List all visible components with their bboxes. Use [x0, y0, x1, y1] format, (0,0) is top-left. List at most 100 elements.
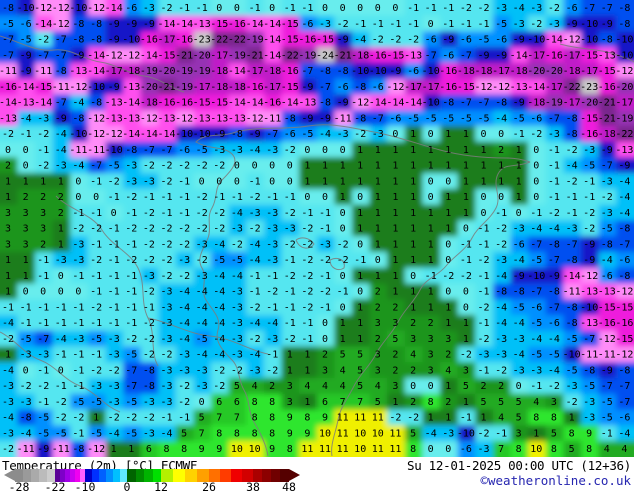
temp-value: -12	[598, 334, 616, 345]
temp-value: -1	[284, 255, 296, 266]
temp-value: -13	[105, 113, 123, 124]
temp-value: -19	[175, 82, 193, 93]
temp-value: 0	[428, 129, 434, 140]
temp-value: -7	[2, 50, 14, 61]
temp-value: -5	[20, 334, 32, 345]
temp-value: -1	[319, 224, 331, 235]
temp-value: -18	[527, 98, 545, 109]
temp-value: -9	[108, 19, 120, 30]
temp-value: -8	[548, 287, 560, 298]
temp-value: -5	[213, 255, 225, 266]
temp-value: -10	[69, 129, 87, 140]
temp-value: -14	[404, 98, 422, 109]
temp-value: -11	[563, 287, 581, 298]
temp-value: 5	[375, 397, 381, 408]
temp-value: -4	[2, 365, 14, 376]
temp-value: -5	[196, 145, 208, 156]
temp-value: -15	[615, 302, 633, 313]
temp-value: -5	[2, 19, 14, 30]
temp-value: 10	[372, 429, 384, 440]
temp-value: -1	[425, 3, 437, 14]
temp-value: 0	[392, 129, 398, 140]
temp-value: 8	[428, 397, 434, 408]
temp-value: 0	[445, 255, 451, 266]
temp-value: -4	[213, 287, 225, 298]
temp-value: -2	[213, 365, 225, 376]
temp-value: 1	[392, 397, 398, 408]
temp-value: 2	[58, 192, 64, 203]
temp-value: -1	[90, 350, 102, 361]
temp-value: -3	[55, 161, 67, 172]
temp-value: -3	[72, 334, 84, 345]
temp-value: 1	[392, 224, 398, 235]
temp-value: 0	[340, 3, 346, 14]
temp-value: -12	[386, 82, 404, 93]
temp-value: -9	[301, 113, 313, 124]
temp-value: 3	[287, 397, 293, 408]
temp-value: -1	[55, 350, 67, 361]
temp-value: 0	[216, 3, 222, 14]
temp-value: -1	[108, 302, 120, 313]
temp-value: -9	[601, 19, 613, 30]
temp-value: -2	[495, 239, 507, 250]
temp-value: -4	[530, 334, 542, 345]
temp-value: -9	[301, 82, 313, 93]
temp-value: -3	[513, 224, 525, 235]
temp-value: 0	[375, 3, 381, 14]
temp-value: 8	[216, 429, 222, 440]
temp-value: 1	[428, 145, 434, 156]
temp-value: -1	[20, 129, 32, 140]
temp-value: -13	[598, 50, 616, 61]
temp-value: 8	[551, 413, 557, 424]
temp-value: -4	[213, 239, 225, 250]
temp-value: 1	[516, 192, 522, 203]
temp-value: -12	[615, 287, 633, 298]
temp-value: -17	[157, 35, 175, 46]
temp-value: 0	[428, 176, 434, 187]
temp-value: -23	[193, 35, 211, 46]
temp-value: -4	[548, 334, 560, 345]
temp-value: 3	[23, 224, 29, 235]
temp-value: -8	[90, 98, 102, 109]
temp-value: -2	[337, 19, 349, 30]
temp-value: -1	[477, 224, 489, 235]
temp-value: 1	[445, 161, 451, 172]
temp-value: -19	[193, 66, 211, 77]
temp-value: 0	[269, 161, 275, 172]
temp-value: 5	[234, 381, 240, 392]
temp-value: 1	[410, 208, 416, 219]
temp-value: 1	[392, 176, 398, 187]
temp-value: -13	[580, 287, 598, 298]
temp-value: 0	[516, 381, 522, 392]
temp-value: 3	[23, 239, 29, 250]
temp-value: 2	[269, 381, 275, 392]
temp-value: -8	[72, 113, 84, 124]
temp-value: 2	[445, 350, 451, 361]
temp-value: -2	[196, 161, 208, 172]
temp-value: -23	[580, 82, 598, 93]
temp-value: 0	[428, 444, 434, 455]
temp-value: 1	[357, 302, 363, 313]
temp-value: -4	[231, 208, 243, 219]
temp-value: -7	[618, 397, 630, 408]
temp-value: -2	[301, 239, 313, 250]
temp-value: 1	[40, 176, 46, 187]
temp-value: -19	[140, 66, 158, 77]
temp-value: -2	[389, 35, 401, 46]
temp-value: -12	[87, 444, 105, 455]
temp-value: -3	[266, 239, 278, 250]
temp-value: -9	[513, 98, 525, 109]
temp-value: -8	[354, 113, 366, 124]
temp-value: -5	[125, 350, 137, 361]
temp-value: -9	[583, 239, 595, 250]
temp-value: -15	[210, 98, 228, 109]
temp-value: 0	[533, 192, 539, 203]
temp-value: 4	[304, 381, 310, 392]
temp-value: -2	[530, 129, 542, 140]
temp-value: -2	[477, 334, 489, 345]
temp-value: -12	[52, 19, 70, 30]
temp-value: -6	[601, 271, 613, 282]
temp-value: -9	[55, 113, 67, 124]
temp-value: -10	[175, 129, 193, 140]
temp-value: -9	[20, 66, 32, 77]
